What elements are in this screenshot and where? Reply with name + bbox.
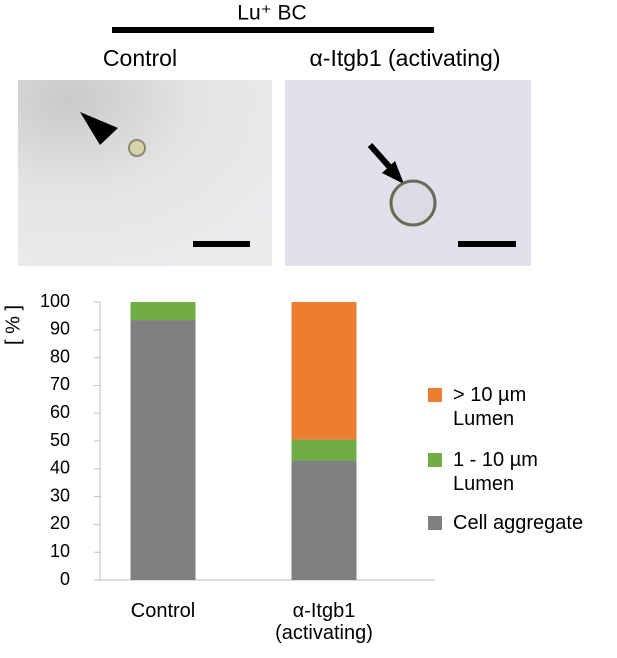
y-tick-label: 70 <box>50 374 70 394</box>
cell <box>128 139 146 157</box>
bar-segment <box>291 460 357 580</box>
bar-segment <box>130 320 196 580</box>
y-axis-label: [ % ] <box>2 305 24 345</box>
x-tick-label: Control <box>130 600 196 622</box>
header-bar <box>112 27 434 33</box>
y-tick-label: 60 <box>50 402 70 422</box>
arrowhead <box>80 112 118 145</box>
y-tick-label: 100 <box>40 291 70 311</box>
y-tick-label: 30 <box>50 485 70 505</box>
legend-label: > 10 µm Lumen <box>453 384 527 430</box>
y-tick-label: 0 <box>60 569 70 589</box>
y-tick-label: 50 <box>50 430 70 450</box>
bar-segment <box>130 302 196 321</box>
legend-swatch <box>428 388 442 402</box>
y-tick-label: 20 <box>50 513 70 533</box>
y-tick-label: 10 <box>50 541 70 561</box>
y-tick-label: 90 <box>50 319 70 339</box>
legend-swatch <box>428 516 442 530</box>
y-tick-label: 40 <box>50 458 70 478</box>
panel-label: Control <box>103 45 177 71</box>
arrow-head <box>382 161 404 184</box>
scale-bar <box>193 241 250 247</box>
x-tick-label: α-Itgb1 (activating) <box>275 600 373 644</box>
legend-label: Cell aggregate <box>453 512 584 534</box>
scale-bar <box>458 241 516 247</box>
panel-label: α-Itgb1 (activating) <box>310 45 501 71</box>
bar-segment <box>291 302 357 440</box>
header: Lu⁺ BC <box>237 2 306 25</box>
cell <box>389 179 437 227</box>
legend-swatch <box>428 453 442 467</box>
y-tick-label: 80 <box>50 346 70 366</box>
bar-segment <box>291 439 357 461</box>
micrograph <box>18 80 272 266</box>
legend-label: 1 - 10 µm Lumen <box>453 449 538 495</box>
micrograph <box>285 80 531 266</box>
